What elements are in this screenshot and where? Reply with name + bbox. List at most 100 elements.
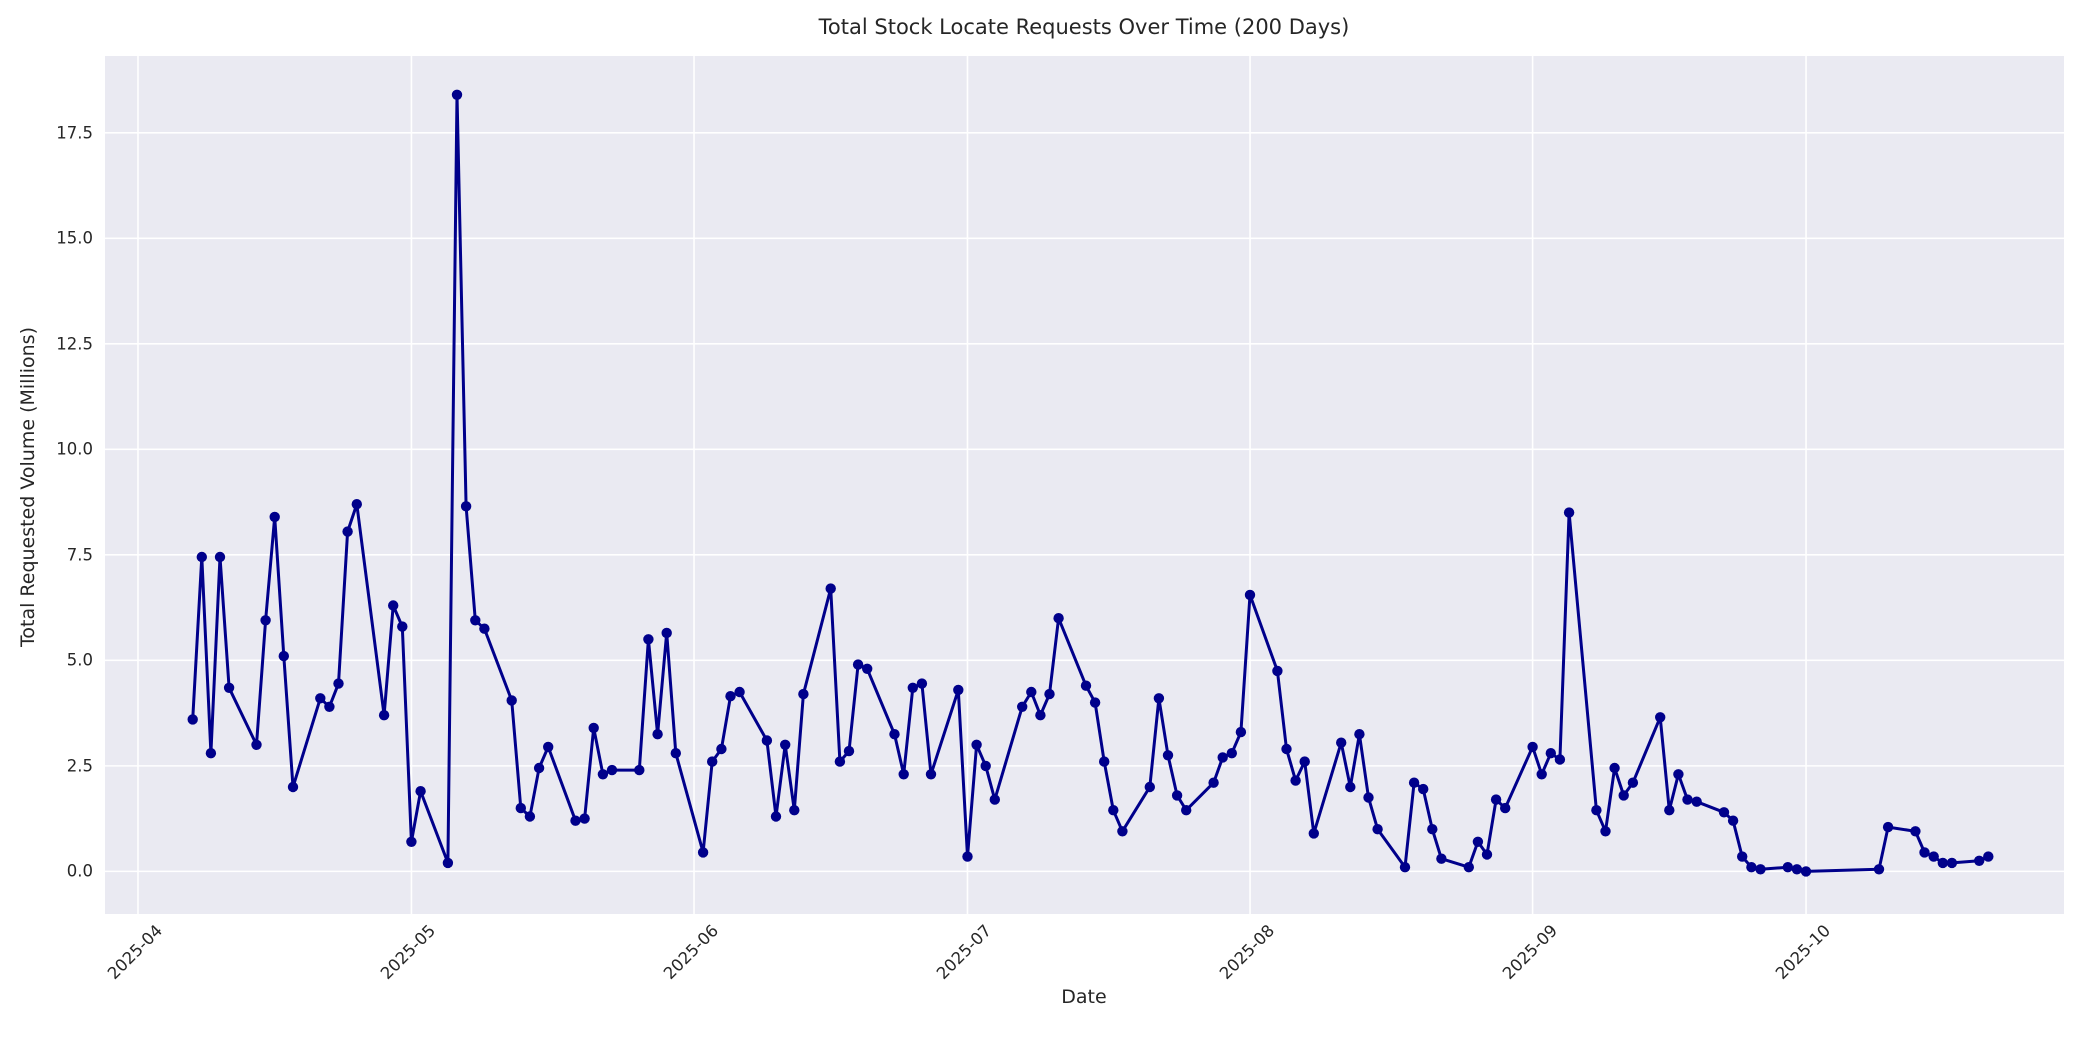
data-point-marker: [1354, 729, 1365, 740]
data-point-marker: [1600, 826, 1611, 837]
data-point-marker: [1281, 743, 1292, 755]
data-point-marker: [1727, 815, 1739, 826]
data-point-marker: [1089, 697, 1101, 708]
data-point-marker: [916, 678, 928, 689]
data-point-marker: [634, 764, 645, 776]
data-point-marker: [1208, 777, 1219, 788]
data-point-marker: [661, 627, 672, 639]
data-point-marker: [1272, 665, 1283, 677]
data-point-marker: [1226, 748, 1238, 759]
data-point-marker: [1144, 781, 1156, 793]
data-point-marker: [1919, 847, 1930, 858]
data-point-marker: [1737, 851, 1748, 862]
data-point-marker: [543, 741, 554, 753]
data-point-marker: [479, 623, 490, 634]
data-point-marker: [1500, 802, 1511, 814]
y-tick-label: 0.0: [66, 861, 93, 881]
data-point-marker: [1244, 589, 1256, 601]
data-point-marker: [378, 710, 390, 721]
data-point-marker: [1882, 821, 1894, 833]
data-point-marker: [333, 678, 344, 689]
data-point-marker: [1099, 756, 1110, 767]
data-point-marker: [388, 600, 399, 611]
data-point-marker: [1181, 805, 1192, 816]
data-point-marker: [196, 551, 207, 563]
data-point-marker: [1691, 796, 1702, 807]
data-point-marker: [716, 743, 727, 755]
data-point-marker: [406, 836, 417, 847]
data-point-marker: [1946, 857, 1958, 869]
data-point-marker: [789, 805, 800, 816]
data-point-marker: [1153, 693, 1165, 704]
data-point-marker: [278, 650, 289, 662]
y-tick-label: 2.5: [66, 756, 93, 776]
data-point-marker: [588, 722, 599, 734]
data-point-marker: [697, 847, 709, 858]
data-point-marker: [1171, 790, 1183, 801]
data-point-marker: [707, 756, 718, 767]
data-point-marker: [1974, 855, 1985, 866]
data-point-marker: [415, 786, 426, 797]
data-point-marker: [1536, 769, 1547, 780]
data-point-marker: [570, 815, 581, 826]
data-point-marker: [1017, 701, 1028, 712]
data-point-marker: [1782, 862, 1794, 873]
data-point-marker: [1308, 828, 1320, 839]
data-point-marker: [852, 659, 864, 670]
data-point-marker: [1545, 748, 1557, 759]
data-point-marker: [451, 89, 463, 101]
data-point-marker: [962, 851, 973, 862]
data-point-marker: [862, 663, 873, 674]
data-point-marker: [1345, 781, 1356, 793]
data-point-marker: [515, 802, 526, 814]
data-point-marker: [1746, 862, 1757, 873]
data-point-marker: [825, 583, 836, 594]
data-point-marker: [1108, 805, 1119, 816]
data-point-marker: [925, 769, 937, 780]
data-point-marker: [971, 739, 982, 750]
data-point-marker: [1436, 853, 1447, 864]
data-point-marker: [287, 781, 299, 793]
data-point-marker: [834, 756, 846, 767]
data-point-marker: [1481, 849, 1493, 860]
data-point-marker: [1718, 807, 1730, 818]
data-point-marker: [1910, 826, 1921, 837]
y-tick-label: 7.5: [66, 545, 93, 565]
data-point-marker: [770, 811, 782, 822]
data-point-marker: [1162, 750, 1174, 761]
data-point-marker: [342, 526, 353, 537]
data-point-marker: [1490, 794, 1502, 805]
data-point-marker: [397, 621, 408, 632]
data-point-marker: [1418, 783, 1429, 795]
data-point-marker: [1928, 851, 1939, 862]
data-point-marker: [606, 764, 618, 776]
data-point-marker: [652, 729, 663, 740]
data-point-marker: [1609, 762, 1620, 774]
data-point-marker: [1591, 805, 1602, 816]
data-point-marker: [1655, 712, 1666, 723]
data-point-marker: [898, 769, 909, 780]
data-point-marker: [1791, 864, 1803, 875]
y-tick-label: 12.5: [56, 334, 93, 354]
data-point-marker: [205, 748, 217, 759]
data-point-marker: [1463, 862, 1475, 873]
data-point-marker: [643, 634, 654, 645]
plot-background: [105, 56, 2064, 914]
data-point-marker: [1217, 752, 1228, 763]
data-point-marker: [761, 735, 773, 746]
x-axis-label: Date: [1061, 986, 1107, 1008]
data-point-marker: [1983, 851, 1994, 862]
data-point-marker: [223, 682, 235, 693]
y-tick-label: 10.0: [56, 439, 93, 459]
data-point-marker: [1563, 507, 1575, 518]
data-point-marker: [442, 857, 454, 869]
data-point-marker: [1527, 741, 1538, 753]
data-point-marker: [1372, 824, 1383, 835]
data-point-marker: [1080, 680, 1092, 691]
data-point-marker: [1235, 726, 1247, 738]
data-point-marker: [533, 762, 545, 774]
data-point-marker: [1554, 754, 1566, 765]
data-point-marker: [351, 499, 362, 510]
